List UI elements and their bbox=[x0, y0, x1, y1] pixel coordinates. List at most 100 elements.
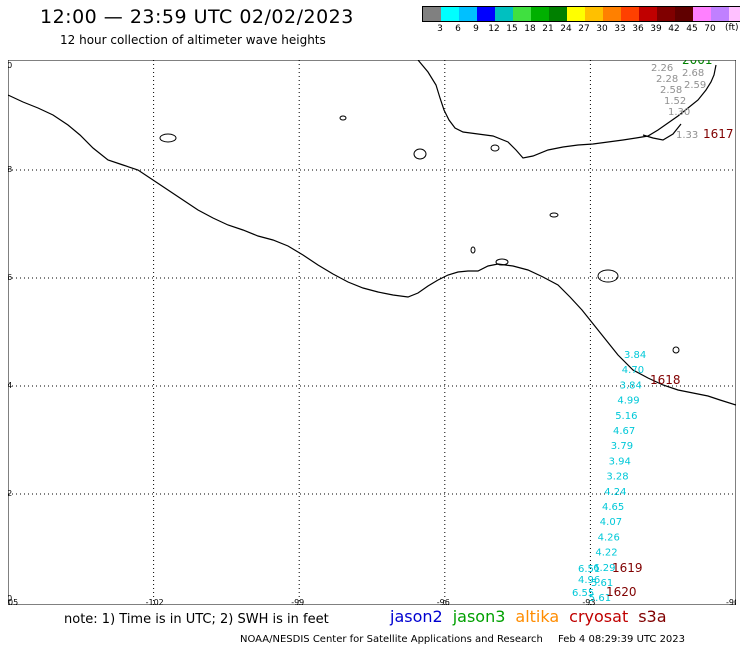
legend-swatch bbox=[603, 7, 621, 21]
lat-label: 12 bbox=[8, 489, 12, 498]
legend-swatch bbox=[477, 7, 495, 21]
legend-swatch bbox=[459, 7, 477, 21]
lon-label: -93 bbox=[582, 598, 595, 605]
lon-label: -102 bbox=[146, 598, 164, 605]
footer-credit: NOAA/NESDIS Center for Satellite Applica… bbox=[240, 634, 685, 645]
legend-swatch bbox=[729, 7, 740, 21]
lat-label: 14 bbox=[8, 381, 12, 390]
lat-label: 10 bbox=[8, 594, 12, 603]
track-value: 4.07 bbox=[600, 517, 622, 528]
legend-swatch bbox=[585, 7, 603, 21]
footer-note: note: 1) Time is in UTC; 2) SWH is in fe… bbox=[64, 612, 329, 627]
track-value: 4.96 bbox=[578, 575, 600, 586]
track-value: 6.55 bbox=[572, 588, 594, 599]
lat-label: 16 bbox=[8, 273, 12, 282]
legend-swatch bbox=[675, 7, 693, 21]
legend-swatch bbox=[711, 7, 729, 21]
legend-label: 21 bbox=[542, 24, 554, 34]
legend-swatch bbox=[531, 7, 549, 21]
legend-label: 27 bbox=[578, 24, 590, 34]
grid-lines bbox=[8, 60, 736, 605]
lat-label: 18 bbox=[8, 165, 12, 174]
legend-swatches bbox=[422, 6, 740, 22]
legend-label: 3 bbox=[437, 24, 443, 34]
legend-label: 39 bbox=[650, 24, 662, 34]
satellite-label-cryosat: cryosat bbox=[569, 607, 629, 626]
legend-label: 24 bbox=[560, 24, 572, 34]
track-value: 5.61 bbox=[591, 578, 613, 589]
legend-label: 9 bbox=[473, 24, 479, 34]
track-value: 1.30 bbox=[668, 107, 690, 118]
track-value: 3.40 bbox=[648, 60, 670, 63]
track-value: 4.24 bbox=[604, 487, 626, 498]
track-label-1617: 1617 bbox=[703, 127, 734, 141]
credit-timestamp: Feb 4 08:29:39 UTC 2023 bbox=[558, 634, 686, 645]
track-value: 2.26 bbox=[651, 63, 673, 74]
track-value: 5.16 bbox=[615, 411, 637, 422]
track-value: 3.84 bbox=[620, 380, 642, 391]
track-value: 2.59 bbox=[684, 80, 706, 91]
satellite-label-jason2: jason2 bbox=[390, 607, 443, 626]
track-value: 2.58 bbox=[660, 85, 682, 96]
track-value: 2.28 bbox=[656, 74, 678, 85]
page-subtitle: 12 hour collection of altimeter wave hei… bbox=[60, 33, 326, 47]
legend-swatch bbox=[549, 7, 567, 21]
track-label-1618: 1618 bbox=[650, 373, 681, 387]
track-label-1619: 1619 bbox=[612, 561, 643, 575]
satellite-label-s3a: s3a bbox=[638, 607, 667, 626]
track-value: 1.33 bbox=[676, 130, 698, 141]
legend-swatch bbox=[441, 7, 459, 21]
track-label-1620: 1620 bbox=[606, 585, 637, 599]
legend-label: 33 bbox=[614, 24, 626, 34]
legend-swatch bbox=[567, 7, 585, 21]
legend-swatch bbox=[657, 7, 675, 21]
track-value: 4.22 bbox=[595, 548, 617, 559]
lat-labels: 20 18 16 14 12 10 bbox=[8, 61, 12, 603]
track-value: 4.70 bbox=[622, 365, 644, 376]
track-value: 3.94 bbox=[609, 456, 631, 467]
legend-swatch bbox=[639, 7, 657, 21]
legend-label: 36 bbox=[632, 24, 644, 34]
legend-label: 6 bbox=[455, 24, 461, 34]
legend-label: 42 bbox=[668, 24, 680, 34]
track-value: 5.61 bbox=[589, 593, 611, 604]
legend-swatch bbox=[495, 7, 513, 21]
wave-height-annotations: 2001 3.402.262.282.581.521.30 2.682.59 1.33… bbox=[572, 60, 734, 604]
legend-label: 70 bbox=[704, 24, 716, 34]
legend-label: 45 bbox=[686, 24, 698, 34]
legend-swatch bbox=[423, 7, 441, 21]
lat-label: 20 bbox=[8, 61, 12, 70]
track-value: 3.28 bbox=[606, 472, 628, 483]
satellite-label-altika: altika bbox=[515, 607, 560, 626]
track-label-2001: 2001 bbox=[682, 60, 713, 67]
legend-label: 15 bbox=[506, 24, 518, 34]
wave-height-map: 20 18 16 14 12 10 -105 -102 -99 -96 -93 -90 2001 3.… bbox=[8, 60, 736, 605]
satellite-label-jason3: jason3 bbox=[452, 607, 506, 626]
lon-label: -96 bbox=[437, 598, 450, 605]
lon-labels: -105 -102 -99 -96 -93 -90 bbox=[8, 598, 736, 605]
legend-label: 12 bbox=[488, 24, 500, 34]
lon-label: -90 bbox=[726, 598, 736, 605]
legend-swatch bbox=[693, 7, 711, 21]
page-title: 12:00 — 23:59 UTC 02/02/2023 bbox=[40, 6, 354, 28]
track-value: 3.79 bbox=[611, 441, 633, 452]
color-legend: 3 6 9 12 15 18 21 24 27 30 33 36 39 42 45 70 (ft) bbox=[422, 6, 740, 34]
track-value: 2.68 bbox=[682, 68, 704, 79]
track-value: 3.84 bbox=[624, 350, 646, 361]
legend-swatch bbox=[513, 7, 531, 21]
track-value: 6.29 bbox=[593, 563, 615, 574]
track-value: 4.26 bbox=[598, 532, 620, 543]
legend-unit: (ft) bbox=[725, 23, 739, 33]
track-value: 4.65 bbox=[602, 502, 624, 513]
satellite-legend: jason2 jason3 altika cryosat s3a bbox=[390, 607, 667, 626]
map-frame bbox=[8, 60, 736, 605]
lon-label: -105 bbox=[8, 598, 18, 605]
track-value: 6.51 bbox=[578, 564, 600, 575]
track-value: 1.52 bbox=[664, 96, 686, 107]
legend-labels: 3 6 9 12 15 18 21 24 27 30 33 36 39 42 45 70 bbox=[422, 24, 740, 34]
credit-text: NOAA/NESDIS Center for Satellite Applica… bbox=[240, 634, 543, 645]
legend-label: 18 bbox=[524, 24, 536, 34]
lon-label: -99 bbox=[291, 598, 304, 605]
legend-swatch bbox=[621, 7, 639, 21]
track-value: 4.67 bbox=[613, 426, 635, 437]
